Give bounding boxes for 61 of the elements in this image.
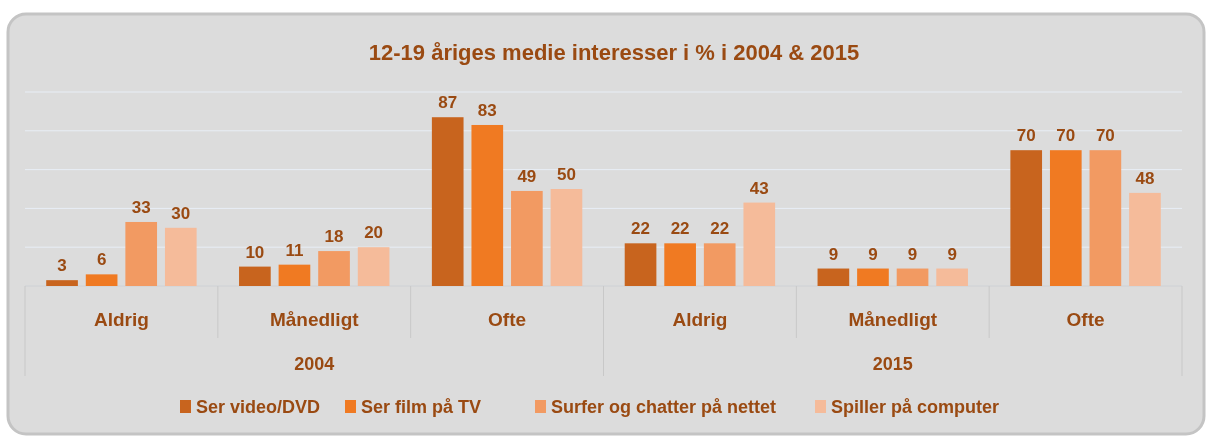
data-label: 18 (324, 227, 344, 247)
data-label: 70 (1016, 126, 1036, 146)
bar (357, 247, 390, 286)
data-label: 43 (749, 178, 769, 198)
data-label: 3 (57, 256, 67, 276)
bar (1089, 150, 1122, 286)
legend-label: Surfer og chatter på nettet (551, 397, 777, 417)
bar (318, 251, 350, 286)
bar (431, 117, 464, 286)
legend-label: Spiller på computer (831, 397, 1000, 417)
data-label: 10 (245, 242, 265, 262)
data-label: 48 (1135, 168, 1155, 188)
bar (857, 268, 889, 286)
bar (896, 268, 929, 286)
data-label: 22 (670, 219, 690, 239)
bar (1129, 192, 1161, 286)
legend-label: Ser film på TV (361, 397, 482, 417)
x-tick-label: Ofte (488, 309, 527, 330)
x-tick-label: Aldrig (93, 309, 149, 330)
bar (817, 268, 850, 286)
data-label: 70 (1095, 126, 1115, 146)
bar (239, 266, 271, 286)
x-tick-label: Månedligt (269, 309, 360, 330)
chart-title: 12-19 åriges medie interesser i % i 2004 & 2015 (368, 40, 860, 65)
bar (664, 243, 696, 286)
text: 2004 (294, 354, 335, 374)
data-label: 50 (556, 165, 576, 184)
bar (46, 280, 78, 286)
data-label: 11 (285, 240, 304, 260)
data-label: 33 (131, 197, 151, 217)
bar (550, 189, 583, 286)
data-label: 9 (907, 244, 918, 264)
data-label: 49 (517, 166, 537, 186)
bar (1010, 150, 1043, 286)
data-label: 83 (477, 100, 497, 120)
bar (703, 243, 736, 286)
text: 2015 (872, 354, 913, 374)
bar (743, 202, 776, 286)
data-label: 9 (868, 244, 878, 264)
data-label: 87 (438, 93, 458, 113)
bar (85, 274, 118, 286)
x-tick-label: Aldrig (672, 309, 728, 330)
bar (624, 243, 657, 286)
x-tick-label: Månedligt (848, 309, 938, 330)
data-label: 22 (631, 219, 651, 239)
bar (511, 190, 543, 286)
data-label: 30 (171, 203, 191, 223)
data-label: 6 (96, 250, 107, 270)
data-label: 9 (828, 244, 839, 264)
bar (278, 264, 311, 286)
bar (1049, 150, 1082, 286)
data-label: 9 (947, 244, 957, 264)
bar (471, 124, 504, 286)
data-label: 20 (364, 223, 384, 243)
legend-label: Ser video/DVD (196, 397, 321, 417)
bar (936, 268, 968, 286)
x-tick-label: Ofte (1066, 309, 1105, 330)
bar (164, 227, 197, 286)
data-label: 22 (710, 219, 730, 239)
data-label: 70 (1056, 126, 1076, 146)
bar (125, 221, 158, 286)
